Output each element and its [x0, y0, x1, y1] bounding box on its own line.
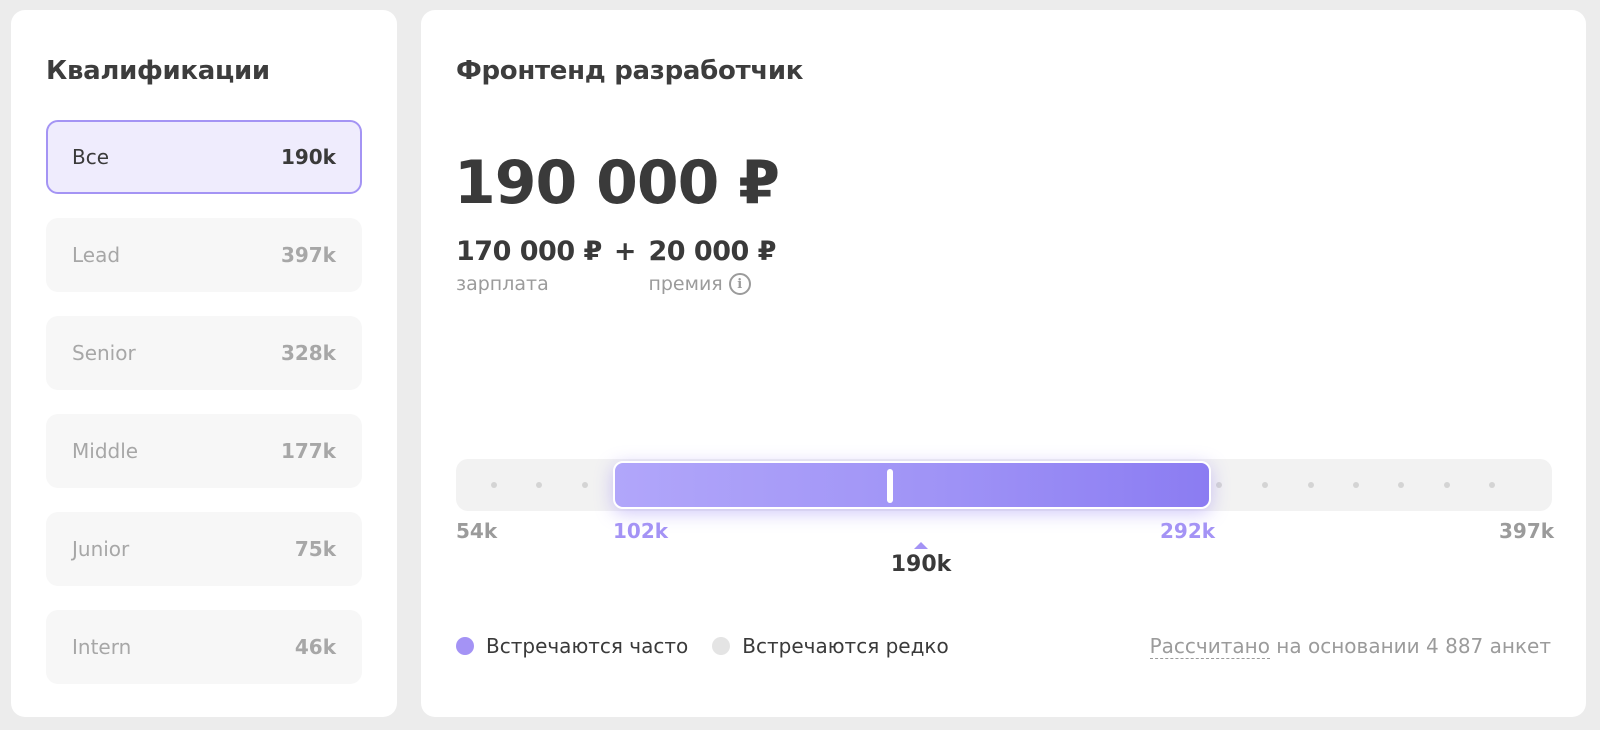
track-dot: [1262, 482, 1268, 488]
qualifications-title: Квалификации: [46, 56, 270, 86]
track-dot: [1489, 482, 1495, 488]
salary-breakdown: 170 000 ₽ зарплата + 20 000 ₽ премия i: [456, 236, 776, 295]
bonus-caption-text: премия: [648, 273, 723, 295]
range-low-label: 102k: [613, 519, 669, 543]
legend-rare-text: Встречаются редко: [742, 634, 949, 658]
track-dot: [536, 482, 542, 488]
grade-item-middle[interactable]: Middle 177k: [46, 414, 362, 488]
grade-value: 190k: [280, 145, 336, 169]
legend-frequent: Встречаются часто: [456, 634, 688, 658]
median-marker: [887, 469, 893, 503]
salary-panel: Фронтенд разработчик 190 000 ₽ 170 000 ₽…: [421, 10, 1586, 717]
legend-frequent-text: Встречаются часто: [486, 634, 689, 658]
track-dot: [582, 482, 588, 488]
bonus: 20 000 ₽ премия i: [648, 236, 776, 295]
grade-list: Все 190k Lead 397k Senior 328k Middle 17…: [46, 120, 362, 708]
calculation-note-text: на основании 4 887 анкет: [1269, 634, 1551, 658]
bonus-caption: премия i: [648, 273, 776, 295]
calculation-link[interactable]: Рассчитано: [1149, 634, 1270, 659]
median-value: 190k: [890, 552, 952, 577]
range-max-label: 397k: [1499, 519, 1555, 543]
base-salary-caption: зарплата: [456, 273, 602, 295]
legend-rare-dot-icon: [712, 637, 731, 655]
calculation-note: Рассчитано на основании 4 887 анкет: [1149, 634, 1551, 659]
qualifications-panel: Квалификации Все 190k Lead 397k Senior 3…: [11, 10, 397, 717]
salary-total: 190 000 ₽: [454, 148, 780, 218]
track-dot: [1398, 482, 1404, 488]
grade-value: 328k: [280, 341, 336, 365]
median-label: 190k: [881, 542, 961, 577]
grade-item-junior[interactable]: Junior 75k: [46, 512, 362, 586]
bonus-amount: 20 000 ₽: [648, 236, 776, 267]
range-high-label: 292k: [1160, 519, 1216, 543]
info-icon[interactable]: i: [728, 273, 751, 295]
position-title: Фронтенд разработчик: [456, 56, 804, 86]
track-dot: [1444, 482, 1450, 488]
track-dot: [1353, 482, 1359, 488]
salary-range-track: [456, 459, 1552, 511]
median-caret-icon: [914, 542, 928, 549]
salary-range-fill: [613, 461, 1211, 509]
grade-label: Все: [72, 145, 110, 169]
legend-frequent-dot-icon: [456, 637, 474, 655]
base-salary: 170 000 ₽ зарплата: [456, 236, 602, 295]
grade-item-senior[interactable]: Senior 328k: [46, 316, 362, 390]
grade-item-lead[interactable]: Lead 397k: [46, 218, 362, 292]
legend-rare: Встречаются редко: [712, 634, 949, 658]
grade-label: Lead: [72, 243, 121, 267]
legend: Встречаются часто Встречаются редко: [456, 634, 973, 658]
grade-label: Middle: [72, 439, 139, 463]
base-caption-text: зарплата: [456, 273, 549, 295]
grade-value: 177k: [280, 439, 336, 463]
grade-label: Senior: [72, 341, 136, 365]
grade-value: 397k: [280, 243, 336, 267]
track-dot: [1308, 482, 1314, 488]
plus-sign: +: [613, 236, 637, 267]
grade-label: Intern: [72, 635, 132, 659]
range-min-label: 54k: [456, 519, 498, 543]
grade-value: 46k: [294, 635, 336, 659]
base-salary-amount: 170 000 ₽: [456, 236, 602, 267]
track-dot: [1216, 482, 1222, 488]
grade-value: 75k: [294, 537, 336, 561]
grade-item-intern[interactable]: Intern 46k: [46, 610, 362, 684]
grade-item-all[interactable]: Все 190k: [46, 120, 362, 194]
grade-label: Junior: [72, 537, 130, 561]
track-dot: [491, 482, 497, 488]
